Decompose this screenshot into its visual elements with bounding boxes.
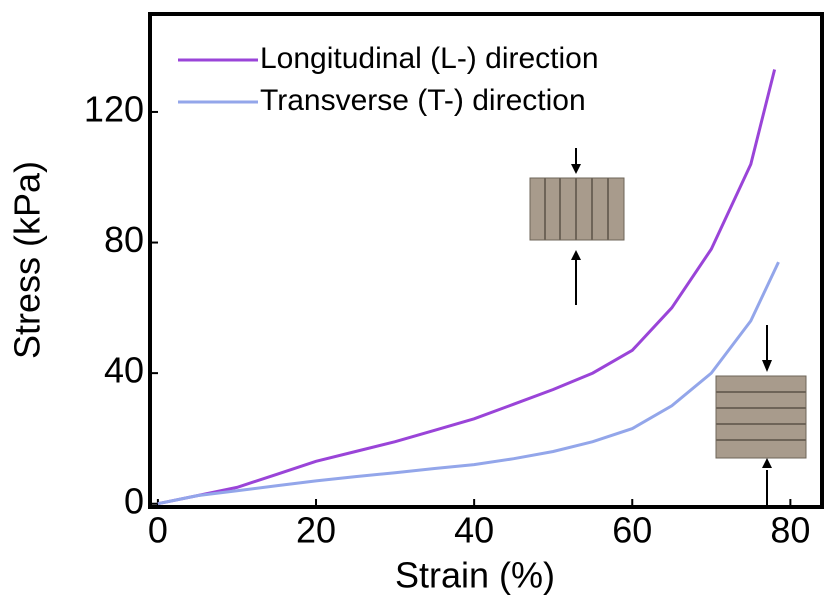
y-tick-label: 120 bbox=[84, 88, 144, 129]
x-tick-label: 80 bbox=[770, 510, 810, 551]
y-axis-title: Stress (kPa) bbox=[7, 161, 48, 359]
x-tick-label: 20 bbox=[296, 510, 336, 551]
specimen-icons bbox=[529, 148, 807, 505]
legend-label: Transverse (T-) direction bbox=[260, 84, 586, 117]
x-tick-label: 60 bbox=[612, 510, 652, 551]
legend-label: Longitudinal (L-) direction bbox=[260, 42, 599, 75]
plot-frame bbox=[148, 12, 824, 509]
data-line bbox=[157, 69, 777, 506]
x-tick-label: 0 bbox=[148, 510, 168, 551]
y-tick-label: 0 bbox=[124, 480, 144, 521]
x-tick-label: 40 bbox=[454, 510, 494, 551]
y-tick-label: 40 bbox=[104, 350, 144, 391]
x-axis-title: Strain (%) bbox=[395, 555, 555, 596]
data-line bbox=[157, 261, 780, 506]
y-tick-label: 80 bbox=[104, 219, 144, 260]
